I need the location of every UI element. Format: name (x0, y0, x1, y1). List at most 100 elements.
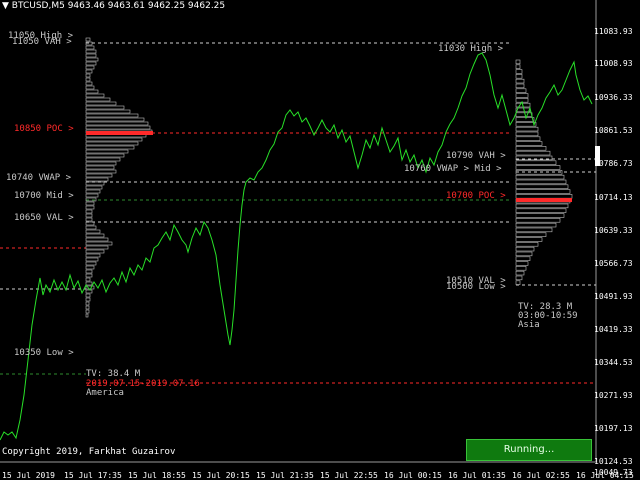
profile-bar (515, 270, 525, 276)
price-tick: 10714.13 (594, 193, 633, 202)
running-status-button[interactable]: Running... (466, 439, 592, 461)
s1-mid-label: 10700 Mid > (14, 191, 74, 201)
profile-bar (85, 257, 99, 262)
profile-bar (85, 169, 117, 174)
s2-high-label: 11030 High > (438, 44, 504, 54)
profile-bar (85, 289, 93, 294)
profile-bar (85, 101, 117, 106)
profile-bar (515, 74, 523, 79)
profile-bar (515, 136, 541, 141)
chart-header: ▼ BTCUSD,M5 9463.46 9463.61 9462.25 9462… (2, 1, 225, 11)
profile-bar (515, 251, 533, 257)
profile-bar (515, 117, 535, 122)
s2-session-name: Asia (518, 320, 540, 330)
profile-bar (85, 137, 143, 142)
profile-bar (85, 89, 99, 94)
profile-bar (85, 265, 95, 270)
s1-poc-bar (86, 131, 153, 135)
profile-bar (85, 121, 149, 126)
profile-bar (85, 49, 97, 54)
profile-bar (85, 85, 95, 90)
profile-bar (85, 301, 90, 306)
profile-bar (85, 41, 93, 46)
profile-bar (85, 69, 93, 74)
s2-val-label: 10510 VAL > (446, 276, 506, 286)
s2-poc-label: 10700 POC > (446, 191, 506, 201)
price-tick: 10639.33 (594, 226, 633, 235)
profile-bar (85, 241, 113, 246)
profile-bar (85, 189, 101, 194)
profile-bar (515, 275, 523, 281)
price-tick: 10271.93 (594, 391, 633, 400)
profile-bar (85, 173, 113, 178)
profile-bar (85, 253, 101, 258)
profile-bar (85, 165, 115, 170)
profile-bar (515, 242, 539, 247)
profile-bar (85, 113, 139, 118)
profile-bar (515, 256, 531, 261)
profile-bar (515, 280, 521, 285)
profile-bar (85, 141, 139, 146)
profile-bar (515, 261, 529, 266)
profile-bar (85, 297, 91, 302)
profile-bar (85, 193, 99, 198)
profile-bar (85, 305, 90, 310)
symbol-label: BTCUSD,M5 (11, 1, 65, 11)
profile-bar (515, 213, 565, 218)
profile-bar (85, 237, 109, 242)
profile-bar (85, 233, 105, 238)
s1-vwap-label: 10740 VWAP > (6, 173, 72, 183)
price-tick: 10344.53 (594, 358, 633, 367)
price-tick: 10936.33 (594, 93, 633, 102)
time-tick: 15 Jul 22:55 (320, 471, 378, 480)
profile-bar (515, 222, 557, 228)
profile-bar (85, 73, 91, 78)
profile-bar (515, 184, 569, 189)
s1-poc-label: 10850 POC > (14, 124, 74, 134)
profile-bar (85, 161, 117, 166)
s2-vah-label: 10790 VAH > (446, 151, 506, 161)
s2-hours-label: 03:00-10:59 (518, 311, 578, 321)
profile-bar (85, 309, 90, 314)
profile-bar (515, 194, 573, 199)
s2-low-label: 10500 Low > (446, 282, 506, 292)
time-tick: 15 Jul 2019 (2, 471, 55, 480)
profile-bar (85, 125, 151, 130)
price-tick: 11008.93 (594, 59, 633, 68)
s2-poc-bar (516, 198, 572, 202)
price-tick: 11083.93 (594, 27, 633, 36)
time-tick: 16 Jul 00:15 (384, 471, 442, 480)
profile-bar (85, 37, 91, 42)
profile-bar (515, 78, 525, 84)
time-tick: 15 Jul 20:15 (192, 471, 250, 480)
profile-bar (85, 185, 103, 190)
profile-bar (515, 112, 533, 117)
session2-volume-profile (515, 59, 573, 285)
price-tick: 10786.73 (594, 159, 633, 168)
profile-bar (85, 293, 91, 298)
profile-bar (85, 105, 125, 110)
s1-low-label: 10350 Low > (14, 348, 74, 358)
profile-bar (515, 232, 547, 237)
profile-bar (85, 229, 101, 234)
profile-bar (85, 61, 97, 66)
profile-bar (85, 65, 95, 70)
price-tick: 10491.93 (594, 292, 633, 301)
profile-bar (85, 117, 145, 122)
profile-bar (515, 174, 565, 180)
s1-tv-label: TV: 38.4 M (86, 369, 141, 379)
profile-bar (515, 122, 537, 127)
profile-bar (85, 273, 93, 278)
profile-bar (515, 227, 553, 233)
price-tick: 10419.33 (594, 325, 633, 334)
time-tick: 15 Jul 17:35 (64, 471, 122, 480)
s1-val-label: 10650 VAL > (14, 213, 74, 223)
price-line (0, 52, 593, 441)
profile-bar (85, 213, 93, 218)
s1-dates-label: 2019.07.15-2019.07.16 (86, 379, 200, 389)
time-tick: 16 Jul 04:15 (576, 471, 634, 480)
profile-bar (85, 57, 99, 62)
s2-vwap-mid-label: 10760 VWAP > Mid > (404, 164, 502, 174)
profile-bar (515, 131, 539, 137)
